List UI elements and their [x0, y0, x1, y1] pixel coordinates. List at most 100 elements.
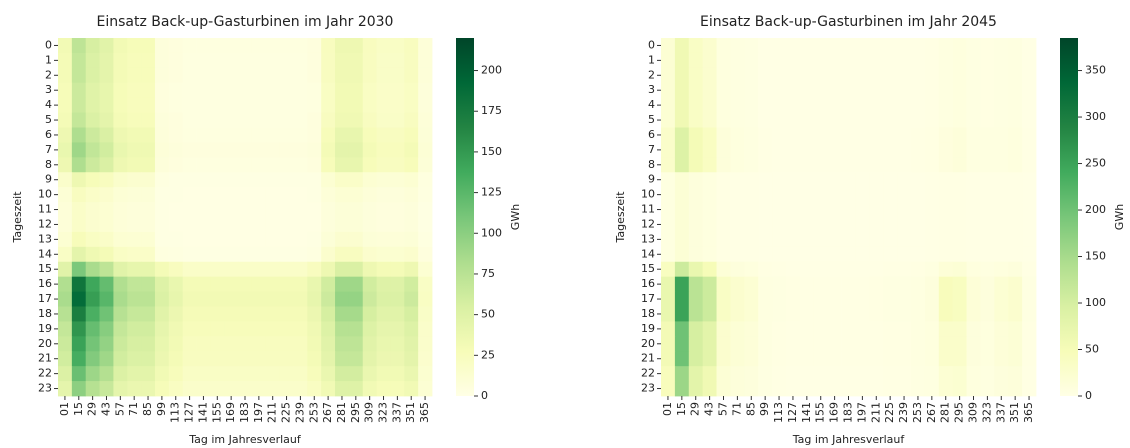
heatmap-cell	[827, 351, 842, 367]
heatmap-cell	[1008, 127, 1023, 143]
heatmap-cell	[238, 246, 253, 263]
heatmap-cell	[827, 202, 842, 218]
heatmap-cell	[321, 202, 336, 218]
heatmap-cell	[702, 38, 717, 54]
heatmap-cell	[390, 172, 405, 188]
colorbar-tick-label: 50	[1085, 343, 1099, 356]
heatmap-cell	[390, 217, 405, 233]
heatmap-cell	[869, 381, 884, 397]
heatmap-cell	[58, 321, 73, 337]
heatmap-cell	[127, 172, 142, 188]
heatmap-cell	[404, 217, 419, 233]
heatmap-cell	[730, 276, 745, 292]
heatmap-cell	[1022, 291, 1037, 307]
heatmap-cell	[1022, 306, 1037, 322]
heatmap-cell	[348, 366, 364, 382]
heatmap-cell	[772, 142, 787, 158]
heatmap-cell	[418, 351, 433, 367]
heatmap-cell	[168, 217, 184, 233]
heatmap-cell	[716, 52, 731, 69]
heatmap-cell	[661, 276, 676, 292]
heatmap-cell	[251, 202, 267, 218]
x-axis-label: Tag im Jahresverlauf	[792, 433, 906, 446]
x-tick-label: 365	[1022, 402, 1035, 423]
heatmap-cell	[196, 381, 211, 397]
heatmap-cell	[71, 217, 87, 233]
heatmap-cell	[911, 381, 926, 397]
heatmap-cell	[674, 127, 690, 143]
colorbar-tick-label: 125	[481, 186, 502, 199]
heatmap-cell	[224, 246, 239, 263]
heatmap-cell	[827, 157, 842, 173]
heatmap-cell	[99, 351, 114, 367]
heatmap-cell	[786, 217, 801, 233]
heatmap-cell	[265, 142, 281, 158]
heatmap-cell	[855, 82, 870, 99]
heatmap-cell	[238, 336, 253, 352]
heatmap-cell	[210, 187, 225, 203]
heatmap-cell	[168, 306, 184, 322]
heatmap-cell	[827, 321, 842, 337]
heatmap-cell	[674, 231, 690, 248]
heatmap-cell	[196, 246, 211, 263]
heatmap-cell	[772, 336, 787, 352]
heatmap-cell	[924, 336, 940, 352]
heatmap-cell	[841, 172, 856, 188]
heatmap-cell	[404, 38, 419, 54]
heatmap-cell	[702, 202, 717, 218]
heatmap-cell	[1008, 38, 1023, 54]
heatmap-cell	[99, 112, 114, 128]
heatmap-cell	[1008, 276, 1023, 292]
heatmap-cell	[404, 351, 419, 367]
heatmap-cell	[827, 217, 842, 233]
x-tick-label: 281	[335, 402, 348, 423]
heatmap-cell	[827, 67, 842, 84]
heatmap-cell	[418, 172, 433, 188]
heatmap-cell	[348, 127, 364, 143]
heatmap-cell	[702, 231, 717, 248]
heatmap-cell	[404, 127, 419, 143]
heatmap-cell	[869, 261, 884, 278]
heatmap-cell	[911, 82, 926, 99]
y-tick-label: 8	[648, 158, 655, 171]
heatmap-cell	[362, 261, 377, 278]
heatmap-cell	[168, 276, 184, 292]
heatmap-cell	[224, 321, 239, 337]
x-tick-label: 71	[730, 402, 743, 416]
heatmap-cell	[827, 381, 842, 397]
heatmap-cell	[869, 336, 884, 352]
heatmap-cell	[827, 172, 842, 188]
heatmap-cell	[99, 38, 114, 54]
heatmap-cell	[702, 276, 717, 292]
heatmap-cell	[744, 246, 759, 263]
heatmap-cell	[1022, 82, 1037, 99]
heatmap-cell	[321, 261, 336, 278]
heatmap-cell	[841, 187, 856, 203]
heatmap-cell	[1022, 231, 1037, 248]
colorbar-tick-label: 250	[1085, 157, 1106, 170]
heatmap-cell	[224, 336, 239, 352]
heatmap-cell	[786, 231, 801, 248]
heatmap-cell	[376, 261, 391, 278]
heatmap-cell	[141, 97, 156, 113]
heatmap-cell	[196, 261, 211, 278]
heatmap-cell	[85, 276, 100, 292]
x-tick-label: 85	[141, 402, 154, 416]
heatmap-cell	[869, 351, 884, 367]
x-tick-label: 169	[828, 402, 841, 423]
heatmap-cell	[911, 276, 926, 292]
heatmap-cell	[980, 97, 995, 113]
heatmap-cell	[786, 127, 801, 143]
heatmap-cell	[952, 291, 967, 307]
heatmap-cell	[251, 112, 267, 128]
heatmap-cell	[127, 97, 142, 113]
heatmap-cell	[154, 172, 170, 188]
heatmap-cell	[335, 351, 350, 367]
heatmap-cell	[827, 38, 842, 54]
heatmap-cell	[924, 82, 940, 99]
y-tick-label: 2	[648, 68, 655, 81]
heatmap-cell	[293, 97, 308, 113]
heatmap-cell	[688, 82, 704, 99]
heatmap-cell	[772, 97, 787, 113]
heatmap-cell	[265, 202, 281, 218]
